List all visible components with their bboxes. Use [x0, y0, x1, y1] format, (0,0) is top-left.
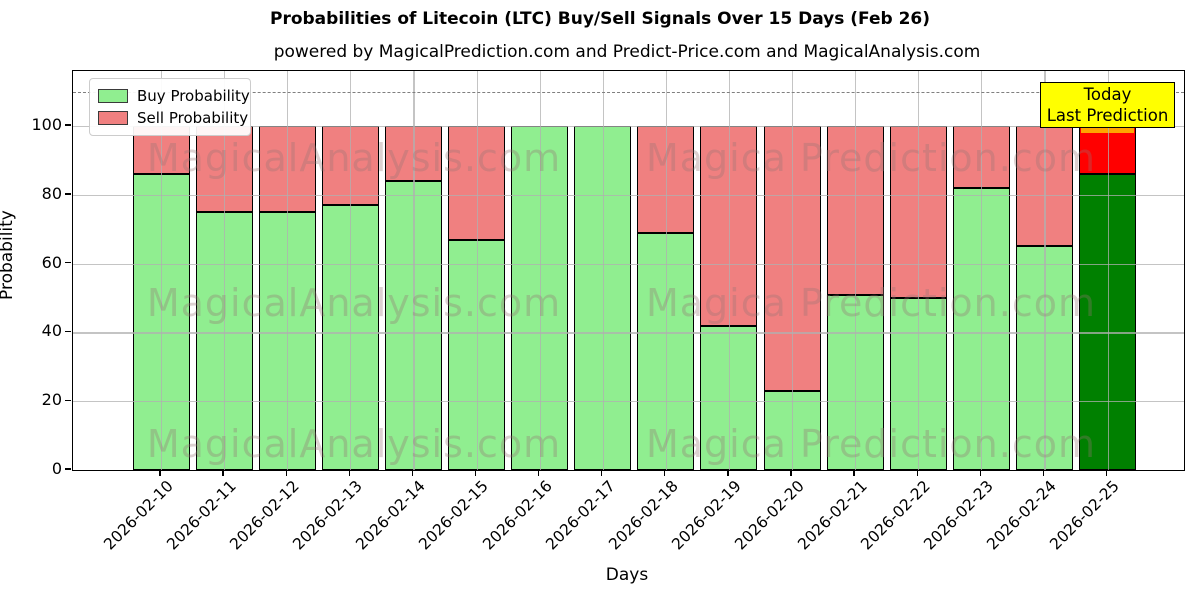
x-tick-mark: [159, 470, 161, 476]
y-tick-label: 60: [41, 252, 62, 272]
sell-swatch: [98, 111, 128, 125]
grid-line-horizontal: [73, 401, 1184, 403]
legend-sell-label: Sell Probability: [137, 109, 249, 127]
y-tick-mark: [65, 330, 71, 333]
x-tick-mark: [853, 470, 855, 476]
x-tick-mark: [664, 470, 666, 476]
y-tick-mark: [65, 261, 71, 264]
today-annotation: Today Last Prediction: [1040, 82, 1175, 128]
y-tick-mark: [65, 124, 71, 126]
grid-line-vertical: [287, 71, 289, 470]
x-tick-mark: [285, 470, 287, 476]
today-annotation-line2: Last Prediction: [1046, 106, 1169, 125]
grid-line-vertical: [981, 71, 983, 470]
x-tick-mark: [1042, 470, 1045, 476]
grid-line-vertical: [665, 71, 667, 470]
x-tick-mark: [537, 470, 540, 476]
legend-buy-label: Buy Probability: [137, 87, 250, 105]
x-tick-mark: [411, 470, 414, 476]
grid-line-vertical: [1044, 71, 1046, 470]
grid-line-vertical: [1107, 71, 1109, 470]
grid-line-vertical: [918, 71, 920, 470]
grid-line-vertical: [161, 71, 163, 470]
bar-today-cap: [1080, 127, 1135, 133]
grid-line-vertical: [224, 71, 226, 470]
legend-row-sell: Sell Probability: [98, 107, 248, 129]
x-tick-mark: [979, 470, 981, 476]
x-tick-mark: [474, 470, 477, 476]
grid-line-horizontal: [73, 332, 1184, 334]
x-tick-mark: [727, 470, 729, 476]
x-tick-mark: [790, 470, 792, 476]
y-tick-mark: [65, 193, 71, 195]
grid-line-horizontal: [73, 126, 1184, 128]
legend: Buy Probability Sell Probability: [89, 78, 251, 136]
chart-subtitle: powered by MagicalPrediction.com and Pre…: [273, 42, 981, 62]
y-tick-label: 80: [41, 183, 62, 203]
grid-line-horizontal: [73, 194, 1184, 196]
plot-area: Buy Probability Sell Probability Today L…: [72, 70, 1185, 471]
legend-row-buy: Buy Probability: [98, 85, 250, 107]
y-tick-mark: [65, 399, 71, 401]
x-tick-mark: [916, 470, 918, 476]
grid-line-vertical: [413, 71, 415, 470]
x-tick-mark: [601, 470, 603, 476]
grid-line-vertical: [539, 71, 541, 470]
y-tick-label: 0: [51, 459, 62, 478]
chart-title: Probabilities of Litecoin (LTC) Buy/Sell…: [269, 9, 931, 29]
x-tick-mark: [348, 470, 350, 476]
grid-line-vertical: [728, 71, 731, 470]
grid-line-vertical: [792, 71, 794, 470]
x-tick-mark: [222, 470, 224, 476]
today-annotation-line1: Today: [1083, 85, 1132, 104]
x-tick-mark: [1105, 470, 1108, 476]
y-tick-label: 100: [31, 115, 62, 135]
grid-line-vertical: [350, 71, 352, 470]
y-tick-mark: [65, 468, 71, 470]
y-tick-label: 20: [41, 390, 62, 410]
grid-line-horizontal: [73, 263, 1184, 265]
y-tick-label: 40: [41, 321, 62, 341]
grid-line-vertical: [602, 71, 604, 470]
grid-line-vertical: [855, 71, 857, 470]
x-axis-label: Days: [605, 565, 649, 585]
dashed-threshold-line: [73, 91, 1184, 93]
grid-line-vertical: [476, 71, 478, 470]
buy-swatch: [98, 89, 128, 103]
